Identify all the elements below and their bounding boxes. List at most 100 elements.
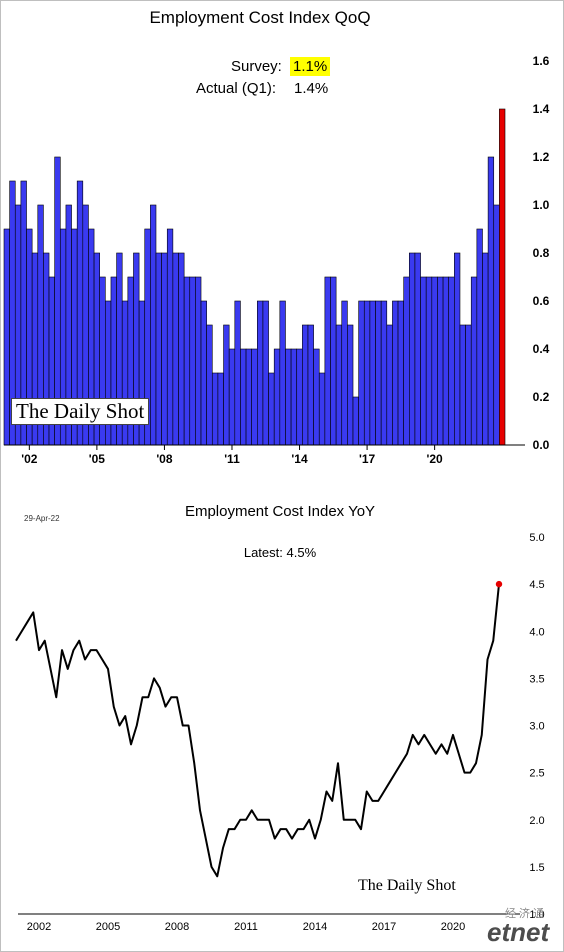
bar [392, 300, 399, 446]
y-tick-label: 0.4 [533, 342, 550, 356]
bar [251, 348, 258, 446]
bar [211, 372, 219, 446]
bar [257, 300, 264, 446]
bar [262, 300, 269, 446]
bar [200, 300, 207, 446]
yoy-chart-title: Employment Cost Index YoY [184, 503, 376, 520]
x-tick-label: '02 [21, 452, 38, 466]
bar [324, 276, 331, 446]
x-tick-label: 2011 [234, 921, 258, 933]
y-tick-label: 4.0 [529, 626, 544, 638]
y-tick-label: 4.5 [529, 579, 544, 591]
y-tick-label: 3.5 [529, 673, 544, 685]
bar [307, 324, 314, 446]
bar [425, 276, 433, 446]
y-tick-label: 0.0 [533, 438, 550, 452]
x-tick-label: '11 [224, 452, 240, 466]
bar [155, 252, 162, 446]
daily-shot-watermark-bottom: The Daily Shot [358, 877, 456, 894]
yoy-series-line [15, 584, 500, 878]
y-tick-label: 1.6 [533, 54, 550, 68]
bar [414, 252, 421, 446]
bar [482, 252, 489, 446]
bar [273, 348, 281, 446]
etnet-chinese-logo-text: 经济通 [505, 908, 547, 920]
bar [448, 276, 455, 446]
x-tick-label: 2017 [372, 921, 396, 933]
bar [493, 204, 500, 446]
qoq-bar-chart: '02 '05 '08 '11 '14 '17 '20 0.0 0.2 0.4 0.6 0.8 1.0 1… [3, 54, 550, 466]
bar [369, 300, 376, 446]
bar [442, 276, 450, 446]
bar [341, 300, 348, 446]
bar [459, 324, 466, 446]
bar [195, 276, 202, 446]
y-tick-label: 1.5 [529, 862, 544, 874]
bar-latest [499, 108, 506, 446]
bar [302, 324, 309, 446]
yoy-line-chart: 2002 2005 2008 2011 2014 2017 2020 1.0 1.5 2.0 2.5… [15, 532, 545, 933]
chart-date-label: 29-Apr-22 [24, 514, 60, 523]
x-tick-label: '08 [156, 452, 173, 466]
bar [375, 300, 382, 446]
bar [285, 348, 292, 446]
bar [397, 300, 404, 446]
bar [347, 324, 354, 446]
actual-label: Actual (Q1): [196, 80, 277, 97]
y-tick-label: 1.0 [533, 198, 550, 212]
latest-point [495, 580, 503, 588]
qoq-chart-title: Employment Cost Index QoQ [149, 8, 371, 27]
bar [172, 252, 179, 446]
bar [431, 276, 438, 446]
bar [279, 300, 286, 446]
y-tick-label: 0.8 [533, 246, 550, 260]
y-tick-label: 5.0 [529, 532, 544, 544]
x-tick-label: 2020 [441, 921, 465, 933]
bar [330, 276, 337, 446]
bar [234, 300, 241, 446]
y-tick-label: 0.2 [533, 390, 550, 404]
latest-annotation: Latest: 4.5% [0, 545, 560, 560]
x-tick-label: '20 [427, 452, 444, 466]
bar [268, 372, 275, 446]
bar [408, 252, 416, 446]
x-tick-label: 2008 [165, 921, 189, 933]
x-tick-label: '17 [359, 452, 376, 466]
x-tick-label: '14 [291, 452, 308, 466]
x-tick-label: 2014 [303, 921, 327, 933]
y-tick-label: 2.0 [529, 815, 544, 827]
survey-value: 1.1% [290, 57, 331, 76]
y-tick-label: 0.6 [533, 294, 550, 308]
y-tick-label: 1.0 [529, 909, 544, 921]
y-tick-label: 2.5 [529, 768, 544, 780]
bar [380, 300, 388, 446]
bar [178, 252, 185, 446]
bar [206, 324, 213, 446]
bar [476, 228, 483, 446]
bar [470, 276, 478, 446]
bar [217, 372, 224, 446]
bar [358, 300, 365, 446]
bar [161, 252, 168, 446]
bar [240, 348, 247, 446]
bar [183, 276, 191, 446]
bar [313, 348, 320, 446]
bar [223, 324, 230, 446]
x-tick-label: 2002 [27, 921, 51, 933]
bar [3, 228, 10, 446]
bar [420, 276, 427, 446]
daily-shot-watermark-top: The Daily Shot [11, 398, 150, 425]
y-tick-label: 3.0 [529, 721, 544, 733]
bar [335, 324, 343, 446]
bar [454, 252, 461, 446]
bar [296, 348, 303, 446]
bar [189, 276, 196, 446]
bar [352, 396, 359, 446]
bar [437, 276, 444, 446]
bar [363, 300, 371, 446]
x-tick-label: '05 [89, 452, 106, 466]
bar [487, 156, 495, 446]
survey-label: Survey: [231, 58, 282, 75]
y-tick-label: 1.2 [533, 150, 550, 164]
x-tick-label: 2005 [96, 921, 120, 933]
